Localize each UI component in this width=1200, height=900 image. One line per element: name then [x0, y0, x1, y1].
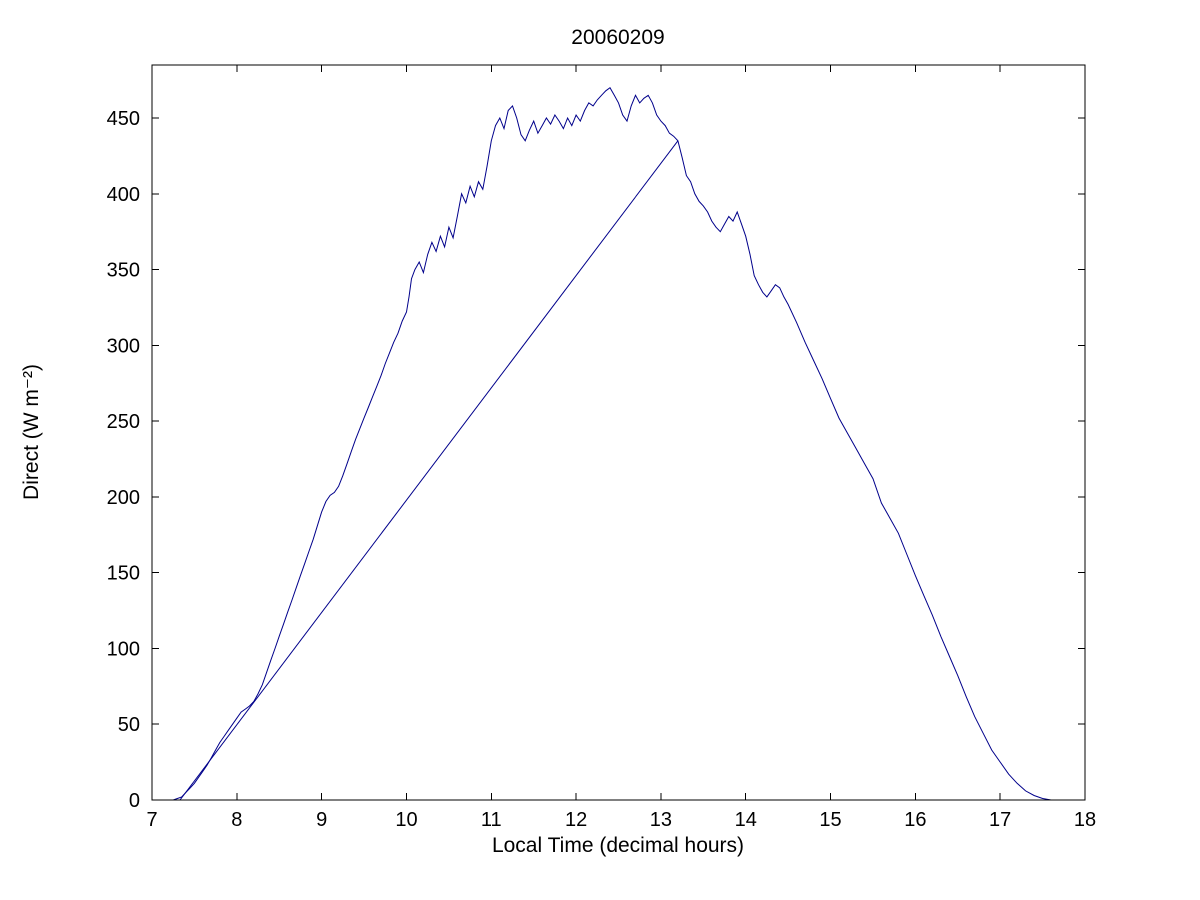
x-tick-label: 15 — [819, 809, 841, 831]
chart-title: 20060209 — [571, 26, 664, 49]
y-tick-label: 0 — [129, 790, 140, 812]
y-tick-label: 50 — [118, 714, 140, 736]
x-tick-label: 17 — [989, 809, 1011, 831]
series-line-direct-irradiance-curve — [173, 86, 1052, 801]
x-tick-label: 16 — [904, 809, 926, 831]
y-tick-label: 100 — [107, 638, 140, 660]
series-layer — [173, 86, 1052, 801]
x-tick-label: 8 — [231, 809, 242, 831]
x-tick-label: 7 — [146, 809, 157, 831]
x-tick-label: 13 — [650, 809, 672, 831]
x-axis-label: Local Time (decimal hours) — [492, 834, 744, 857]
axes-box — [151, 64, 1086, 801]
y-tick-label: 300 — [107, 335, 140, 357]
axes-layer: 7 8 9 10 11 12 13 14 15 16 17 18 0 50 100 150 200 250 300 3… — [107, 64, 1096, 831]
y-tick-label: 250 — [107, 411, 140, 433]
x-tick-label: 11 — [481, 809, 502, 831]
x-tick-label: 14 — [735, 809, 757, 831]
y-tick-label: 450 — [107, 108, 140, 130]
y-tick-label: 200 — [107, 487, 140, 509]
y-axis-label: Direct (W m⁻²) — [20, 364, 43, 500]
x-tick-label: 9 — [316, 809, 327, 831]
y-tick-label: 150 — [107, 563, 140, 585]
x-tick-label: 10 — [395, 809, 417, 831]
x-tick-label: 18 — [1074, 809, 1096, 831]
x-tick-label: 12 — [565, 809, 587, 831]
y-tick-label: 350 — [107, 260, 140, 282]
series-line-straight-segment — [179, 140, 679, 801]
y-tick-label: 400 — [107, 184, 140, 206]
